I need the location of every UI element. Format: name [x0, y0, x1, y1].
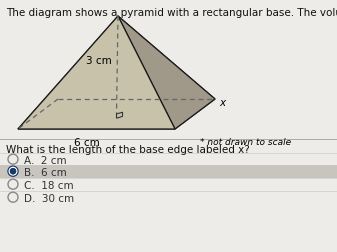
Polygon shape — [58, 17, 215, 100]
Polygon shape — [118, 17, 215, 130]
Text: x: x — [219, 98, 225, 108]
Circle shape — [9, 168, 17, 175]
Text: B.  6 cm: B. 6 cm — [24, 167, 67, 177]
Text: * not drawn to scale: * not drawn to scale — [200, 137, 291, 146]
Polygon shape — [18, 17, 118, 130]
Text: C.  18 cm: C. 18 cm — [24, 180, 73, 190]
Polygon shape — [18, 17, 175, 130]
Circle shape — [8, 167, 18, 176]
Circle shape — [9, 168, 17, 175]
Polygon shape — [18, 100, 215, 130]
Text: The diagram shows a pyramid with a rectangular base. The volume of the pyramid i: The diagram shows a pyramid with a recta… — [6, 8, 337, 18]
Circle shape — [10, 169, 16, 174]
Text: 6 cm: 6 cm — [73, 137, 99, 147]
FancyBboxPatch shape — [0, 165, 337, 178]
Text: D.  30 cm: D. 30 cm — [24, 193, 74, 203]
Circle shape — [10, 169, 16, 174]
Text: What is the length of the base edge labeled x?: What is the length of the base edge labe… — [6, 144, 250, 154]
Text: 3 cm: 3 cm — [86, 55, 112, 65]
Text: A.  2 cm: A. 2 cm — [24, 155, 67, 165]
